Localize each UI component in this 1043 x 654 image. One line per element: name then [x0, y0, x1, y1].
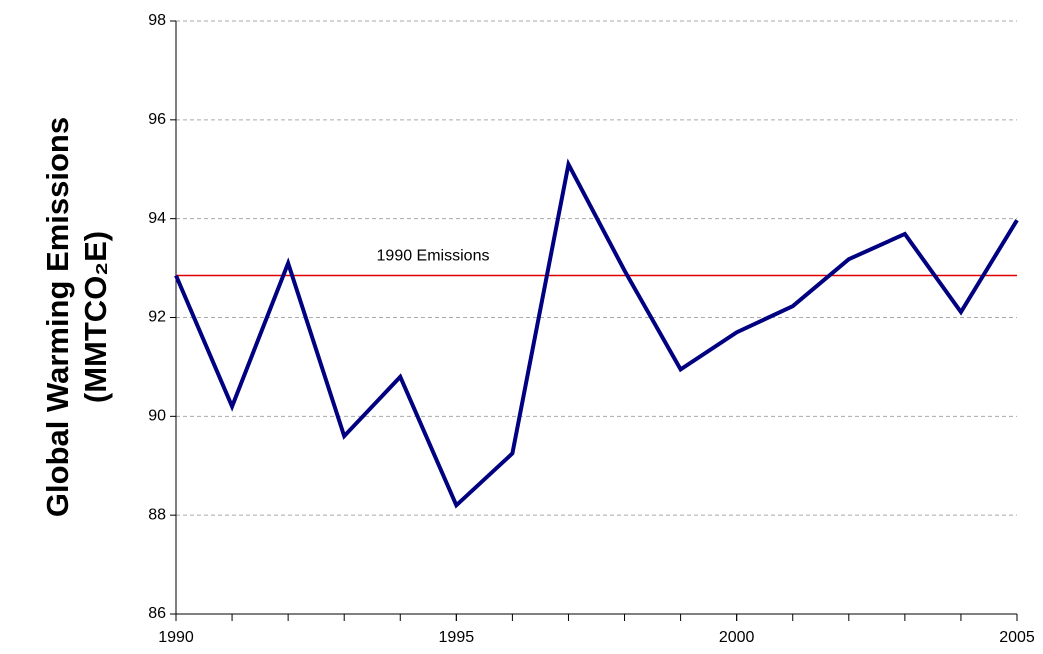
y-axis-title-line: (MMTCO₂E)	[78, 231, 113, 403]
x-tick-label: 2005	[999, 629, 1035, 646]
x-tick-label: 1990	[158, 629, 194, 646]
reference-label: 1990 Emissions	[377, 248, 490, 265]
y-tick-label: 92	[148, 309, 166, 326]
y-tick-label: 96	[148, 111, 166, 128]
x-tick-label: 1995	[439, 629, 475, 646]
y-tick-label: 94	[148, 210, 166, 227]
y-axis-title: Global Warming Emissions (MMTCO₂E)	[40, 117, 113, 517]
y-axis-title-line: Global Warming Emissions	[40, 117, 75, 517]
y-tick-label: 90	[148, 408, 166, 425]
data-line	[174, 158, 1019, 509]
y-tick-label: 86	[148, 605, 166, 622]
y-tick-label: 98	[148, 12, 166, 29]
y-tick-label: 88	[148, 506, 166, 523]
x-tick-label: 2000	[719, 629, 755, 646]
